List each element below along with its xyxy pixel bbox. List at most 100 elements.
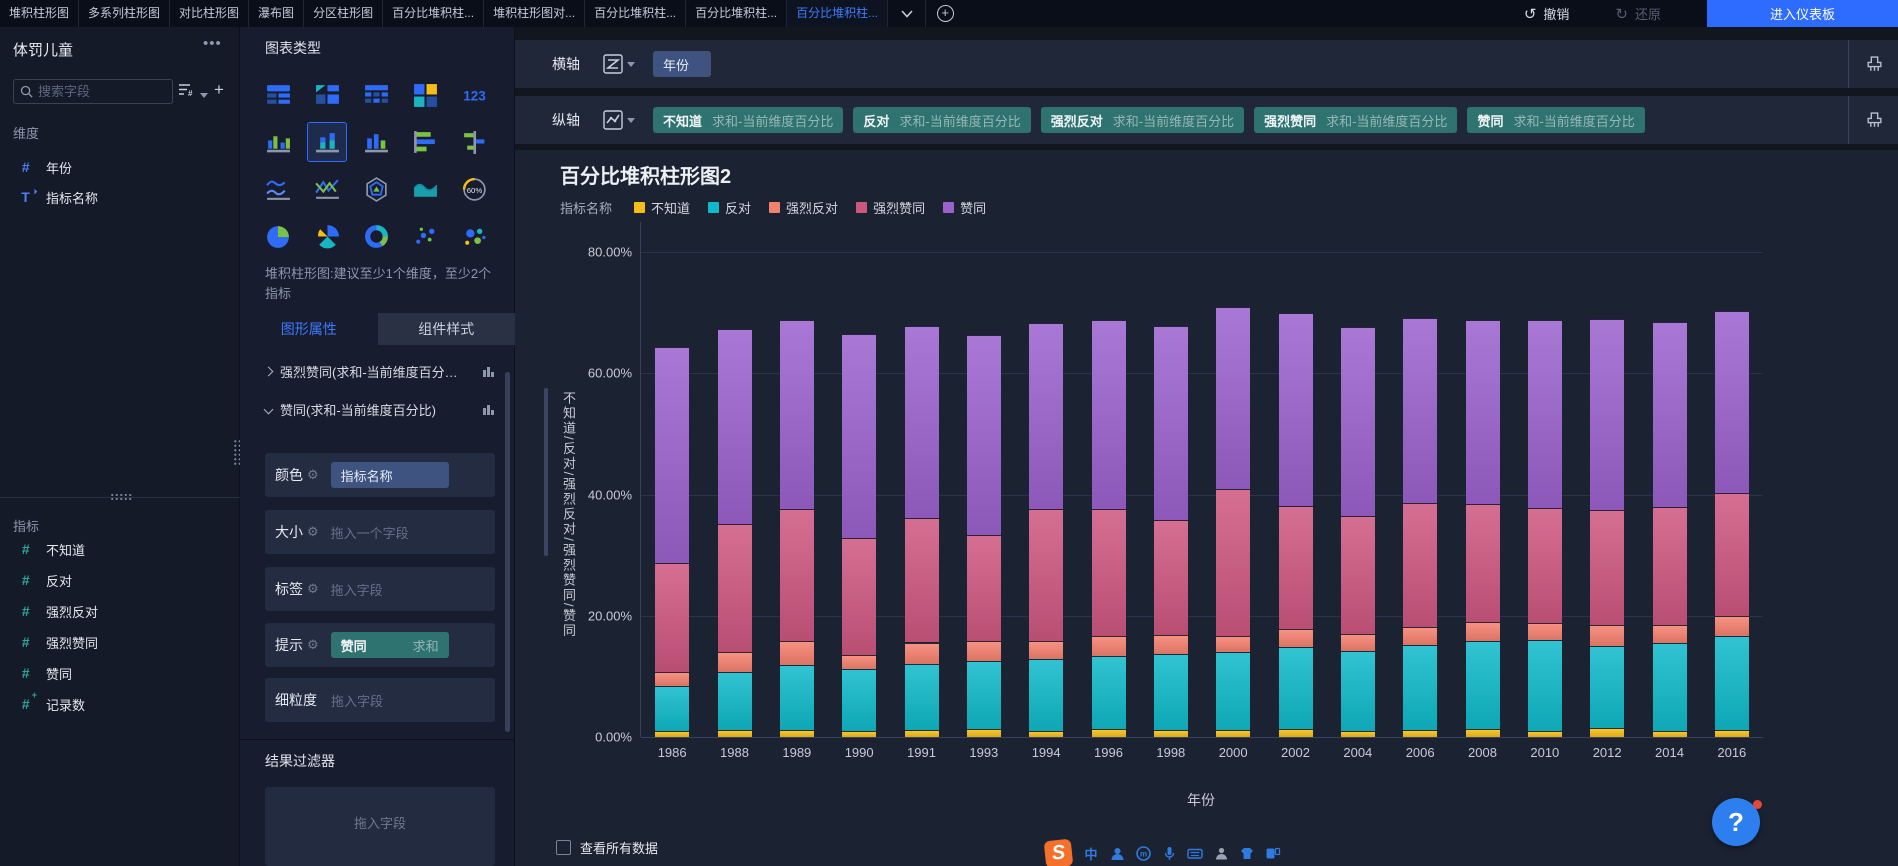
bar-segment-不知道[interactable]: [1403, 730, 1437, 737]
legend-item-赞同[interactable]: 赞同: [943, 198, 986, 217]
bar-segment-赞同[interactable]: [1466, 320, 1500, 505]
color-pill[interactable]: 指标名称: [331, 462, 449, 488]
legend-item-强烈赞同[interactable]: 强烈赞同: [856, 198, 925, 217]
chart-type-kpi-grid-icon[interactable]: [405, 75, 445, 115]
chart-type-grouped-table-icon[interactable]: [258, 75, 298, 115]
legend-item-不知道[interactable]: 不知道: [634, 198, 690, 217]
chart-type-donut-icon[interactable]: [356, 216, 396, 256]
bar-1996[interactable]: [1092, 222, 1126, 737]
bar-2012[interactable]: [1590, 222, 1624, 737]
top-tab-5[interactable]: 分区柱形图: [304, 0, 383, 27]
add-component-button[interactable]: +: [926, 0, 964, 27]
bar-segment-赞同[interactable]: [1653, 322, 1687, 507]
result-filter-dropzone[interactable]: 拖入字段: [265, 787, 495, 866]
y-pill-不知道[interactable]: 不知道求和-当前维度百分比: [653, 107, 843, 133]
bar-segment-反对[interactable]: [1653, 643, 1687, 731]
bar-segment-反对[interactable]: [780, 665, 814, 730]
bar-segment-赞同[interactable]: [967, 335, 1001, 534]
bar-segment-强烈反对[interactable]: [718, 652, 752, 673]
bar-segment-赞同[interactable]: [1403, 318, 1437, 503]
bar-segment-反对[interactable]: [1279, 647, 1313, 729]
chart-type-bubble-icon[interactable]: [454, 216, 494, 256]
field-search[interactable]: [13, 79, 173, 104]
bar-1998[interactable]: [1154, 222, 1188, 737]
bar-segment-不知道[interactable]: [1528, 731, 1562, 737]
bar-2004[interactable]: [1341, 222, 1375, 737]
bar-segment-强烈反对[interactable]: [780, 641, 814, 665]
bar-segment-赞同[interactable]: [1715, 311, 1749, 493]
bar-segment-反对[interactable]: [1341, 651, 1375, 731]
enter-dashboard-button[interactable]: 进入仪表板: [1707, 0, 1898, 27]
bar-segment-强烈赞同[interactable]: [1403, 503, 1437, 627]
bar-segment-反对[interactable]: [1403, 645, 1437, 730]
chart-type-area-icon[interactable]: [405, 169, 445, 209]
gear-icon[interactable]: ⚙: [307, 637, 319, 653]
panel-scrollbar[interactable]: [505, 372, 510, 732]
bar-segment-反对[interactable]: [842, 669, 876, 731]
bar-segment-强烈反对[interactable]: [1590, 625, 1624, 646]
bar-segment-赞同[interactable]: [655, 347, 689, 563]
bar-segment-赞同[interactable]: [1528, 320, 1562, 508]
bar-segment-强烈反对[interactable]: [1092, 636, 1126, 656]
bar-segment-强烈反对[interactable]: [1341, 634, 1375, 651]
bar-segment-赞同[interactable]: [1279, 313, 1313, 506]
bar-segment-强烈赞同[interactable]: [967, 535, 1001, 641]
bar-segment-反对[interactable]: [905, 664, 939, 731]
bar-segment-强烈赞同[interactable]: [1590, 510, 1624, 625]
bar-segment-不知道[interactable]: [1341, 731, 1375, 737]
bar-1989[interactable]: [780, 222, 814, 737]
top-tab-10[interactable]: 百分比堆积柱...: [787, 0, 888, 27]
bar-segment-不知道[interactable]: [1279, 729, 1313, 737]
chart-type-scatter-icon[interactable]: [405, 216, 445, 256]
top-tab-3[interactable]: 对比柱形图: [170, 0, 249, 27]
bar-segment-反对[interactable]: [967, 661, 1001, 729]
top-tab-1[interactable]: 堆积柱形图: [0, 0, 79, 27]
y-pill-赞同[interactable]: 赞同求和-当前维度百分比: [1467, 107, 1644, 133]
bar-segment-赞同[interactable]: [842, 334, 876, 538]
bar-segment-反对[interactable]: [1092, 656, 1126, 729]
ime-user-icon[interactable]: [1108, 845, 1126, 863]
bar-segment-反对[interactable]: [1154, 654, 1188, 730]
bar-segment-强烈反对[interactable]: [1715, 616, 1749, 636]
bar-1994[interactable]: [1029, 222, 1063, 737]
dimension-item-指标名称[interactable]: T指标名称: [0, 183, 240, 211]
top-tab-7[interactable]: 堆积柱形图对...: [484, 0, 585, 27]
x-axis-type-button[interactable]: [602, 53, 635, 75]
bar-segment-赞同[interactable]: [1154, 326, 1188, 520]
ime-emoji-icon[interactable]: m: [1134, 845, 1152, 863]
clear-brush-icon[interactable]: [1865, 111, 1884, 130]
bar-1993[interactable]: [967, 222, 1001, 737]
bar-segment-不知道[interactable]: [1466, 729, 1500, 737]
bar-segment-强烈赞同[interactable]: [1279, 506, 1313, 629]
size-placeholder[interactable]: 拖入一个字段: [331, 523, 409, 542]
bar-segment-赞同[interactable]: [1590, 319, 1624, 510]
y-pill-强烈反对[interactable]: 强烈反对求和-当前维度百分比: [1041, 107, 1244, 133]
bar-segment-反对[interactable]: [655, 686, 689, 731]
bar-segment-反对[interactable]: [1029, 659, 1063, 730]
bar-segment-强烈反对[interactable]: [1029, 641, 1063, 660]
top-tab-9[interactable]: 百分比堆积柱...: [686, 0, 787, 27]
bar-segment-强烈反对[interactable]: [1154, 635, 1188, 654]
legend-item-反对[interactable]: 反对: [708, 198, 751, 217]
bar-segment-强烈反对[interactable]: [1653, 625, 1687, 643]
bar-segment-赞同[interactable]: [1092, 320, 1126, 509]
y-pill-强烈赞同[interactable]: 强烈赞同求和-当前维度百分比: [1254, 107, 1457, 133]
ime-mic-icon[interactable]: [1160, 845, 1178, 863]
bar-segment-强烈赞同[interactable]: [905, 518, 939, 642]
bar-segment-反对[interactable]: [1528, 640, 1562, 731]
bar-segment-不知道[interactable]: [1029, 731, 1063, 737]
chart-type-column-icon[interactable]: [356, 122, 396, 162]
section-strongly-agree[interactable]: 强烈赞同(求和-当前维度百分比): [265, 361, 495, 381]
view-all-data-toggle[interactable]: 查看所有数据: [556, 838, 658, 857]
canvas-scrollbar[interactable]: [544, 388, 548, 556]
bar-2008[interactable]: [1466, 222, 1500, 737]
chart-type-detail-table-icon[interactable]: [356, 75, 396, 115]
bar-segment-强烈反对[interactable]: [1403, 627, 1437, 645]
top-tab-2[interactable]: 多系列柱形图: [79, 0, 170, 27]
search-input[interactable]: [38, 84, 158, 99]
redo-button[interactable]: ↻ 还原: [1615, 0, 1661, 27]
bar-2010[interactable]: [1528, 222, 1562, 737]
ime-avatar-icon[interactable]: [1212, 845, 1230, 863]
tab-list-dropdown[interactable]: [888, 0, 926, 27]
bar-segment-强烈赞同[interactable]: [655, 563, 689, 672]
